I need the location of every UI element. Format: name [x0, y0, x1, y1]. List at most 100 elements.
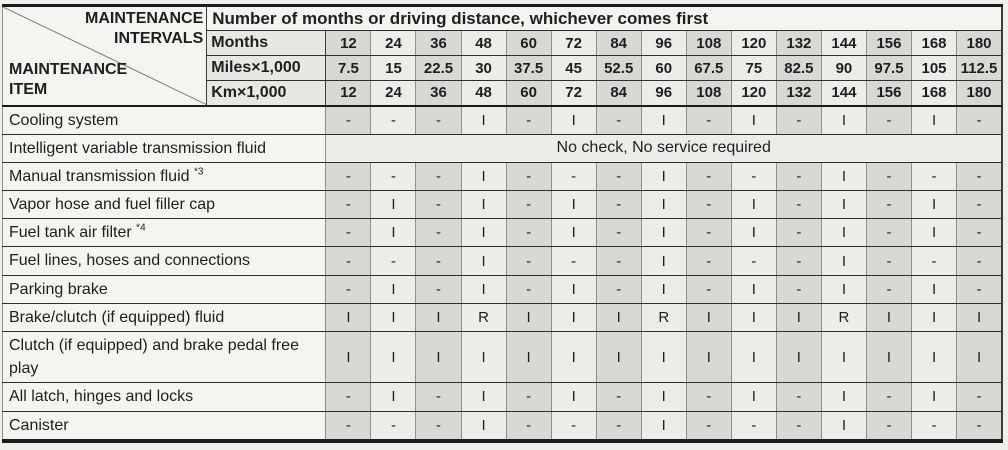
interval-value-cell: 120: [730, 30, 777, 56]
schedule-cell: I: [370, 190, 417, 220]
maintenance-row: Manual transmission fluid *3- - - I - - - I - - - I…: [1, 161, 1003, 192]
schedule-cell: -: [505, 218, 552, 248]
interval-value-cell: 22.5: [415, 55, 462, 81]
schedule-cell: R: [820, 302, 867, 333]
schedule-cell: I: [865, 330, 913, 384]
schedule-cell: -: [775, 161, 822, 192]
schedule-cell: -: [685, 190, 732, 220]
schedule-cell: I: [640, 330, 687, 384]
maintenance-row: Brake/clutch (if equipped) fluid I I I R I I I R…: [1, 302, 1003, 333]
interval-value-cell: 132: [775, 80, 822, 107]
schedule-cell: I: [640, 382, 687, 412]
schedule-cell: -: [325, 410, 372, 442]
interval-value-cell: 72: [550, 80, 597, 107]
schedule-cell: -: [370, 105, 417, 135]
interval-value-cell: 45: [550, 55, 597, 81]
interval-value-cell: 36: [415, 80, 462, 107]
schedule-cell: -: [775, 274, 822, 304]
interval-value-cell: 48: [460, 80, 507, 107]
schedule-cell: -: [910, 246, 958, 276]
interval-value-cell: 156: [865, 30, 913, 56]
schedule-cell: -: [775, 246, 822, 276]
schedule-cell: -: [685, 274, 732, 304]
schedule-cell: -: [325, 105, 372, 135]
interval-value-cell: 168: [910, 80, 958, 107]
miles-label: Miles×1,000: [206, 55, 327, 81]
interval-value-cell: 7.5: [325, 55, 372, 81]
schedule-cell: I: [910, 274, 958, 304]
maintenance-row: Canister - - - I - - - I - - - I - - -: [1, 410, 1003, 442]
item-label: Canister: [9, 416, 69, 434]
schedule-cell: -: [505, 161, 552, 192]
schedule-cell: I: [370, 302, 417, 333]
schedule-cell: -: [370, 161, 417, 192]
schedule-cell: I: [910, 218, 958, 248]
schedule-cell: -: [415, 274, 462, 304]
schedule-cell: -: [370, 246, 417, 276]
maintenance-row: Fuel tank air filter *4- I - I - I - I - I - I - I -: [1, 218, 1003, 248]
schedule-cell: -: [550, 246, 597, 276]
interval-value-cell: 60: [640, 55, 687, 81]
schedule-cell: -: [415, 410, 462, 442]
schedule-cell: I: [910, 330, 958, 384]
schedule-cell: -: [505, 246, 552, 276]
interval-value-cell: 90: [820, 55, 867, 81]
maintenance-item-name: Cooling system: [1, 105, 327, 135]
schedule-cell: I: [460, 410, 507, 442]
schedule-cell: I: [956, 302, 1003, 333]
schedule-cell: I: [460, 161, 507, 192]
item-label: Manual transmission fluid: [9, 167, 190, 185]
interval-value-cell: 97.5: [865, 55, 913, 81]
interval-value-cell: 84: [595, 30, 642, 56]
maintenance-item-name: Vapor hose and fuel filler cap: [1, 190, 327, 220]
maintenance-item-name: Clutch (if equipped) and brake pedal fre…: [1, 330, 327, 384]
interval-value-cell: 84: [595, 80, 642, 107]
schedule-cell: -: [865, 382, 913, 412]
interval-value-cell: 96: [640, 80, 687, 107]
span-note-cell: No check, No service required: [325, 133, 1003, 163]
schedule-cell: -: [415, 161, 462, 192]
schedule-cell: -: [956, 161, 1003, 192]
corner-header-cell: MAINTENANCE INTERVALS MAINTENANCE ITEM: [1, 5, 208, 107]
schedule-cell: I: [460, 190, 507, 220]
schedule-cell: I: [820, 274, 867, 304]
schedule-cell: -: [865, 161, 913, 192]
schedule-cell: I: [910, 302, 958, 333]
interval-value-cell: 24: [370, 30, 417, 56]
interval-value-cell: 48: [460, 30, 507, 56]
schedule-cell: I: [550, 218, 597, 248]
schedule-cell: -: [956, 382, 1003, 412]
schedule-cell: I: [415, 302, 462, 333]
schedule-cell: -: [595, 382, 642, 412]
schedule-cell: I: [325, 302, 372, 333]
schedule-cell: R: [640, 302, 687, 333]
header-title-row: MAINTENANCE INTERVALS MAINTENANCE ITEM N…: [1, 5, 1003, 107]
schedule-cell: -: [865, 274, 913, 304]
interval-value-cell: 144: [820, 80, 867, 107]
maintenance-item-name: Parking brake: [1, 274, 327, 304]
schedule-cell: -: [865, 190, 913, 220]
maintenance-item-name: Manual transmission fluid *3: [1, 161, 327, 192]
schedule-cell: I: [370, 274, 417, 304]
diagonal-divider: [3, 7, 206, 105]
interval-value-cell: 12: [325, 30, 372, 56]
item-label: Fuel lines, hoses and connections: [9, 252, 251, 270]
schedule-cell: I: [820, 218, 867, 248]
schedule-cell: I: [550, 105, 597, 135]
schedule-cell: I: [550, 274, 597, 304]
item-label: Clutch (if equipped) and brake pedal fre…: [9, 337, 299, 378]
schedule-cell: I: [415, 330, 462, 384]
schedule-cell: -: [956, 274, 1003, 304]
schedule-cell: I: [730, 190, 777, 220]
schedule-cell: -: [505, 274, 552, 304]
maintenance-row: Cooling system - - - I - I - I - I - I - I -: [1, 105, 1003, 135]
schedule-cell: -: [685, 410, 732, 442]
schedule-cell: I: [640, 190, 687, 220]
schedule-cell: I: [775, 330, 822, 384]
interval-value-cell: 120: [730, 80, 777, 107]
schedule-cell: -: [325, 246, 372, 276]
schedule-cell: I: [730, 274, 777, 304]
schedule-cell: -: [956, 105, 1003, 135]
schedule-cell: -: [505, 410, 552, 442]
schedule-cell: -: [325, 218, 372, 248]
